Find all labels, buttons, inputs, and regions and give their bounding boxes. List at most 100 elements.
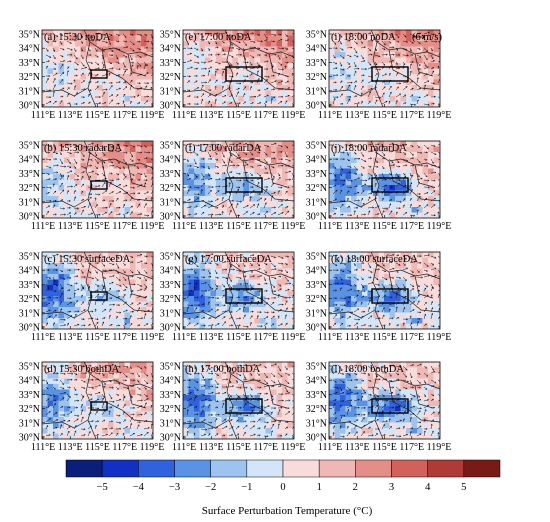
panel-title: (g) 17:00 surfaceDA: [185, 254, 272, 265]
x-tick-label: 117°E: [399, 221, 424, 232]
colorbar-cell: [138, 459, 175, 478]
x-tick-label: 119°E: [281, 221, 306, 232]
x-tick-label: 111°E: [31, 110, 55, 121]
panel-title: (i) 18:00 noDA: [331, 32, 396, 43]
y-tick-label: 35°N: [19, 252, 40, 263]
x-tick-label: 111°E: [172, 332, 196, 343]
x-tick-label: 113°E: [58, 442, 83, 453]
x-tick-label: 111°E: [31, 332, 55, 343]
analysis-domain-box: [225, 177, 263, 193]
x-tick-label: 115°E: [372, 110, 397, 121]
map-panel-h: (h) 17:00 bothDA 35°N 34°N 33°N 32°N 31°N 30°N…: [160, 362, 306, 454]
temperature-field: [183, 141, 294, 218]
colorbar-cell: [210, 459, 248, 478]
wind-vectors: [186, 253, 294, 328]
colorbar: −5 −4 −3 −2 −1 0 1 2 3 4 5 Surface Perturbation Te…: [65, 459, 501, 517]
y-tick-label: 30°N: [160, 101, 181, 112]
x-tick-label: 115°E: [372, 332, 397, 343]
x-tick-label: 117°E: [399, 110, 424, 121]
y-tick-label: 34°N: [19, 44, 40, 55]
y-tick-label: 32°N: [19, 183, 40, 194]
x-tick-label: 119°E: [140, 442, 165, 453]
y-tick-label: 32°N: [19, 72, 40, 83]
colorbar-tick-label: −3: [169, 482, 180, 493]
analysis-domain-box: [225, 398, 263, 414]
y-tick-label: 32°N: [306, 183, 327, 194]
x-tick-label: 117°E: [399, 332, 424, 343]
y-tick-label: 34°N: [160, 376, 181, 387]
x-tick-label: 119°E: [140, 332, 165, 343]
x-tick-label: 115°E: [372, 221, 397, 232]
temperature-field: [329, 362, 440, 439]
y-tick-label: 31°N: [19, 418, 40, 429]
colorbar-title: Surface Perturbation Temperature (°C): [202, 505, 373, 517]
y-tick-label: 34°N: [19, 376, 40, 387]
y-tick-label: 32°N: [306, 294, 327, 305]
y-tick-label: 34°N: [306, 266, 327, 277]
colorbar-tick-label: −4: [133, 482, 145, 493]
x-tick-label: 119°E: [281, 442, 306, 453]
analysis-domain-box: [371, 288, 409, 304]
panel-title: (j) 18:00 radarDA: [331, 143, 407, 154]
x-tick-label: 113°E: [58, 221, 83, 232]
y-tick-label: 33°N: [306, 169, 327, 180]
y-tick-label: 31°N: [160, 86, 181, 97]
temperature-field: [329, 30, 440, 107]
y-tick-label: 35°N: [160, 362, 181, 373]
y-tick-label: 33°N: [160, 58, 181, 69]
map-boundaries: [183, 141, 294, 218]
x-tick-label: 119°E: [281, 110, 306, 121]
x-tick-label: 119°E: [427, 442, 452, 453]
wind-vectors: [332, 363, 440, 438]
x-tick-label: 113°E: [199, 110, 224, 121]
colorbar-tick-label: −2: [205, 482, 216, 493]
y-tick-label: 35°N: [306, 141, 327, 152]
x-tick-label: 113°E: [345, 442, 370, 453]
y-tick-label: 32°N: [19, 294, 40, 305]
y-tick-label: 30°N: [19, 212, 40, 223]
colorbar-cell: [318, 459, 356, 478]
colorbar-tick-labels: −5 −4 −3 −2 −1 0 1 2 3 4 5: [97, 482, 467, 493]
x-tick-label: 113°E: [58, 332, 83, 343]
temperature-field: [183, 362, 294, 439]
y-tick-label: 32°N: [160, 72, 181, 83]
colorbar-tick-label: 3: [389, 482, 394, 493]
x-tick-label: 119°E: [281, 332, 306, 343]
colorbar-cell: [463, 459, 501, 478]
x-tick-label: 111°E: [318, 442, 342, 453]
y-tick-label: 31°N: [160, 308, 181, 319]
x-tick-label: 119°E: [427, 332, 452, 343]
map-boundaries: [329, 30, 440, 107]
temperature-field: [42, 362, 153, 439]
y-tick-label: 31°N: [19, 86, 40, 97]
y-tick-label: 30°N: [160, 433, 181, 444]
x-tick-label: 119°E: [140, 110, 165, 121]
colorbar-cell: [65, 459, 103, 478]
y-tick-label: 30°N: [306, 212, 327, 223]
y-tick-label: 34°N: [160, 155, 181, 166]
map-boundaries: [42, 141, 153, 218]
colorbar-cell: [427, 459, 465, 478]
x-tick-label: 111°E: [31, 221, 55, 232]
analysis-domain-box: [371, 66, 409, 82]
y-tick-label: 33°N: [160, 169, 181, 180]
map-panel-a: (a) 15:30 noDA35°N34°N33°N32°N31°N30°N11…: [19, 30, 165, 122]
y-tick-label: 31°N: [19, 308, 40, 319]
y-tick-label: 35°N: [19, 141, 40, 152]
map-panel-i: (i) 18:00 noDA35°N34°N33°N32°N31°N30°N11…: [306, 30, 452, 122]
y-tick-label: 35°N: [160, 30, 181, 41]
y-tick-label: 33°N: [19, 169, 40, 180]
x-tick-label: 115°E: [85, 442, 110, 453]
map-panel-f: (f) 17:00 radarDA 35°N 34°N 33°N 32°N 31°N 30°…: [160, 141, 306, 233]
panel-title: (a) 15:30 noDA: [44, 32, 111, 43]
colorbar-cell: [282, 459, 320, 478]
y-tick-label: 33°N: [19, 58, 40, 69]
x-tick-label: 113°E: [345, 332, 370, 343]
x-tick-label: 111°E: [172, 110, 196, 121]
y-tick-label: 35°N: [19, 30, 40, 41]
reference-arrow-icon: [413, 34, 426, 40]
y-tick-label: 34°N: [306, 44, 327, 55]
x-tick-label: 111°E: [318, 110, 342, 121]
y-tick-label: 31°N: [160, 197, 181, 208]
x-tick-label: 117°E: [253, 221, 278, 232]
